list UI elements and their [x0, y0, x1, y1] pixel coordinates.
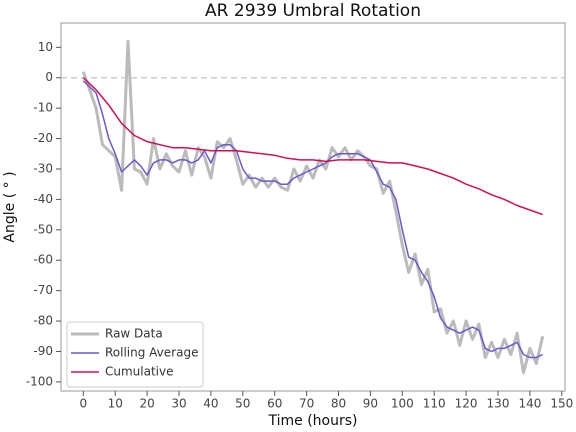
y-tick-label: -30 [33, 161, 53, 175]
x-tick-label: 40 [203, 397, 218, 411]
x-tick-label: 60 [267, 397, 282, 411]
y-tick-label: -60 [33, 253, 53, 267]
legend-label: Rolling Average [105, 346, 198, 360]
x-tick-label: 140 [518, 397, 541, 411]
x-tick-label: 130 [487, 397, 510, 411]
y-axis-label: Angle ( ° ) [2, 171, 18, 242]
x-tick-label: 120 [455, 397, 478, 411]
x-tick-label: 10 [108, 397, 123, 411]
y-tick-label: -100 [26, 374, 53, 388]
legend-label: Raw Data [105, 327, 163, 341]
y-tick-label: 10 [38, 40, 53, 54]
y-tick-label: -40 [33, 192, 53, 206]
x-tick-label: 110 [423, 397, 446, 411]
chart-title: AR 2939 Umbral Rotation [205, 1, 421, 21]
x-axis-label: Time (hours) [268, 413, 358, 429]
legend-box [66, 321, 204, 388]
y-tick-label: -90 [33, 344, 53, 358]
series-line [82, 77, 543, 216]
legend-label: Cumulative [105, 365, 174, 379]
x-tick-label: 0 [80, 397, 88, 411]
x-tick-label: 100 [391, 397, 414, 411]
series-line [82, 80, 544, 359]
x-tick-label: 80 [331, 397, 346, 411]
x-tick-label: 90 [363, 397, 378, 411]
plot-area [60, 22, 566, 392]
x-tick-label: 70 [299, 397, 314, 411]
y-tick-label: -50 [33, 222, 53, 236]
x-tick-label: 30 [171, 397, 186, 411]
y-tick-label: -80 [33, 314, 53, 328]
x-tick-label: 50 [235, 397, 250, 411]
y-tick-label: -20 [33, 131, 53, 145]
y-tick-label: -70 [33, 283, 53, 297]
series-line [81, 39, 545, 375]
y-tick-label: -10 [33, 101, 53, 115]
x-tick-label: 20 [139, 397, 154, 411]
y-tick-label: 0 [45, 70, 53, 84]
x-tick-label: 150 [550, 397, 573, 411]
